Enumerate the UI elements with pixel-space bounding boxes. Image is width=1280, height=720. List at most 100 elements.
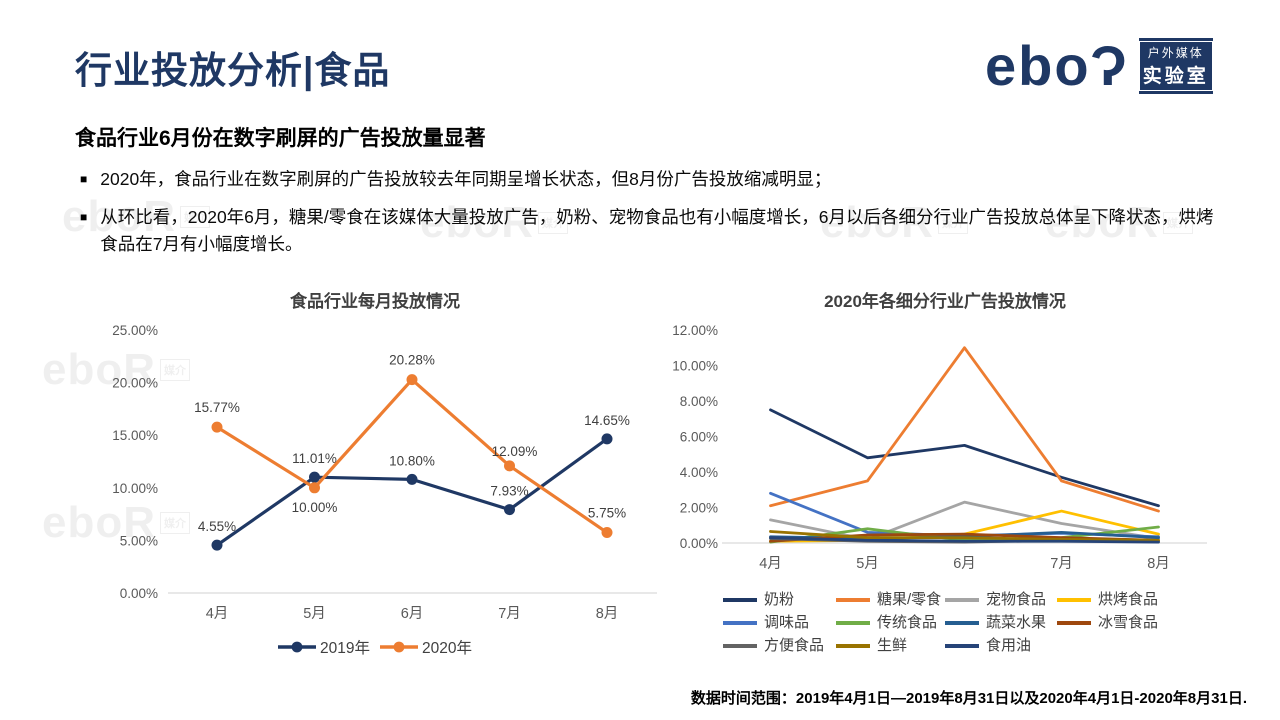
ebor-logo-badge: 户外媒体 实验室: [1138, 38, 1213, 94]
y-tick-label: 15.00%: [112, 428, 158, 443]
right-chart-legend: 奶粉 糖果/零食 宠物食品 烘烤食品 调味品 传统食品 蔬菜水果 冰雪食品 方便食品 生鲜 食用油: [723, 591, 1158, 655]
x-tick-label: 4月: [759, 556, 782, 572]
data-point-marker-2020年: [211, 421, 223, 433]
legend-item-传统食品: 传统食品: [836, 614, 945, 632]
bullet-item: ■ 从环比看，2020年6月，糖果/零食在该媒体大量投放广告，奶粉、宠物食品也有…: [80, 204, 1215, 258]
y-tick-label: 12.00%: [672, 323, 718, 338]
y-tick-label: 25.00%: [112, 323, 158, 338]
legend-item-2019年: 2019年: [278, 636, 370, 658]
legend-line-icon: [836, 644, 870, 648]
x-tick-label: 5月: [856, 556, 879, 572]
legend-line-icon: [945, 621, 979, 625]
data-label: 4.55%: [198, 519, 236, 534]
y-tick-label: 0.00%: [120, 586, 158, 601]
x-tick-label: 5月: [303, 606, 326, 622]
legend-line-dot-icon: [278, 641, 317, 653]
y-tick-label: 2.00%: [680, 501, 718, 516]
bullet-item: ■ 2020年，食品行业在数字刷屏的广告投放较去年同期呈增长状态，但8月份广告投…: [80, 166, 1215, 193]
data-label: 11.01%: [292, 451, 337, 466]
legend-label: 2019年: [320, 640, 370, 657]
right-chart-title: 2020年各细分行业广告投放情况: [824, 292, 1066, 311]
data-point-marker-2019年: [211, 539, 223, 551]
data-point-marker-2020年: [601, 527, 613, 539]
legend-label: 2020年: [422, 640, 472, 657]
legend-item-方便食品: 方便食品: [723, 637, 836, 655]
series-line-调味品: [769, 491, 1160, 539]
data-point-marker-2019年: [406, 473, 418, 485]
bullet-text: 从环比看，2020年6月，糖果/零食在该媒体大量投放广告，奶粉、宠物食品也有小幅…: [100, 207, 1214, 255]
y-tick-label: 10.00%: [672, 359, 718, 374]
y-tick-label: 0.00%: [680, 536, 718, 551]
legend-item-糖果/零食: 糖果/零食: [836, 591, 945, 609]
series-line-食用油: [769, 536, 1160, 544]
ebor-wordmark-r-glyph: Ɂ: [1090, 34, 1129, 97]
legend-item-奶粉: 奶粉: [723, 591, 836, 609]
series-line-方便食品: [769, 537, 1160, 544]
x-tick-label: 8月: [1147, 556, 1170, 572]
series-line-2019年: [215, 437, 609, 547]
x-tick-label: 7月: [498, 606, 521, 622]
x-tick-label: 7月: [1050, 556, 1073, 572]
legend-label: 奶粉: [764, 591, 795, 608]
data-point-marker-2019年: [309, 471, 320, 483]
x-tick-label: 6月: [953, 556, 976, 572]
legend-label: 冰雪食品: [1098, 614, 1159, 631]
x-tick-label: 8月: [596, 606, 619, 622]
legend-label: 食用油: [986, 637, 1032, 654]
data-label: 20.28%: [389, 353, 435, 368]
series-line-2020年: [215, 378, 609, 535]
legend-label: 宠物食品: [986, 591, 1047, 608]
ebor-watermark: eboR 媒介: [42, 498, 190, 548]
bullet-list: ■ 2020年，食品行业在数字刷屏的广告投放较去年同期呈增长状态，但8月份广告投…: [80, 166, 1215, 269]
legend-item-宠物食品: 宠物食品: [945, 591, 1057, 609]
data-label: 12.09%: [492, 444, 538, 459]
series-line-冰雪食品: [769, 532, 1160, 543]
y-tick-label: 5.00%: [120, 533, 158, 548]
data-label: 14.65%: [584, 413, 630, 428]
legend-line-icon: [1057, 621, 1091, 625]
bullet-square-icon: ■: [80, 210, 88, 225]
section-heading: 食品行业6月份在数字刷屏的广告投放量显著: [75, 127, 486, 150]
legend-line-icon: [723, 598, 757, 602]
legend-label: 方便食品: [764, 637, 825, 654]
data-label: 15.77%: [194, 400, 240, 415]
legend-line-dot-icon: [380, 641, 418, 653]
legend-item-调味品: 调味品: [723, 614, 836, 632]
ebor-logo-badge-frame: 户外媒体 实验室: [1138, 41, 1213, 91]
legend-label: 烘烤食品: [1098, 591, 1159, 608]
legend-line-icon: [1057, 598, 1091, 602]
series-line-宠物食品: [769, 500, 1160, 541]
legend-item-食用油: 食用油: [945, 637, 1057, 655]
y-tick-label: 8.00%: [680, 394, 718, 409]
watermark-tag: 媒介: [160, 512, 190, 534]
watermark-text: eboR: [42, 345, 156, 394]
ebor-watermark: eboR 媒介: [42, 345, 190, 395]
series-line-生鲜: [769, 530, 1160, 542]
ebor-wordmark: eboɁ: [985, 38, 1129, 94]
bullet-square-icon: ■: [80, 172, 88, 186]
legend-label: 生鲜: [877, 637, 908, 654]
series-line-烘烤食品: [769, 509, 1160, 543]
data-label: 7.93%: [490, 484, 528, 499]
legend-item-冰雪食品: 冰雪食品: [1057, 614, 1158, 632]
legend-label: 传统食品: [877, 614, 938, 631]
y-tick-label: 10.00%: [112, 481, 158, 496]
data-point-marker-2020年: [504, 460, 515, 472]
data-label: 10.00%: [292, 500, 338, 515]
legend-item-2020年: 2020年: [380, 636, 472, 658]
data-point-marker-2020年: [309, 482, 320, 494]
legend-line-icon: [945, 644, 979, 648]
data-point-marker-2019年: [504, 504, 515, 516]
y-tick-label: 20.00%: [112, 376, 158, 391]
badge-line2: 实验室: [1142, 66, 1209, 87]
y-tick-label: 4.00%: [680, 465, 718, 480]
legend-line-icon: [836, 621, 870, 625]
ebor-logo: eboɁ 户外媒体 实验室: [985, 38, 1213, 94]
legend-item-生鲜: 生鲜: [836, 637, 945, 655]
legend-line-icon: [836, 598, 870, 602]
series-line-糖果/零食: [769, 346, 1160, 513]
series-line-蔬菜水果: [769, 530, 1160, 540]
legend-line-icon: [723, 644, 757, 648]
bullet-text: 2020年，食品行业在数字刷屏的广告投放较去年同期呈增长状态，但8月份广告投放缩…: [100, 169, 832, 189]
data-label: 5.75%: [588, 506, 626, 521]
